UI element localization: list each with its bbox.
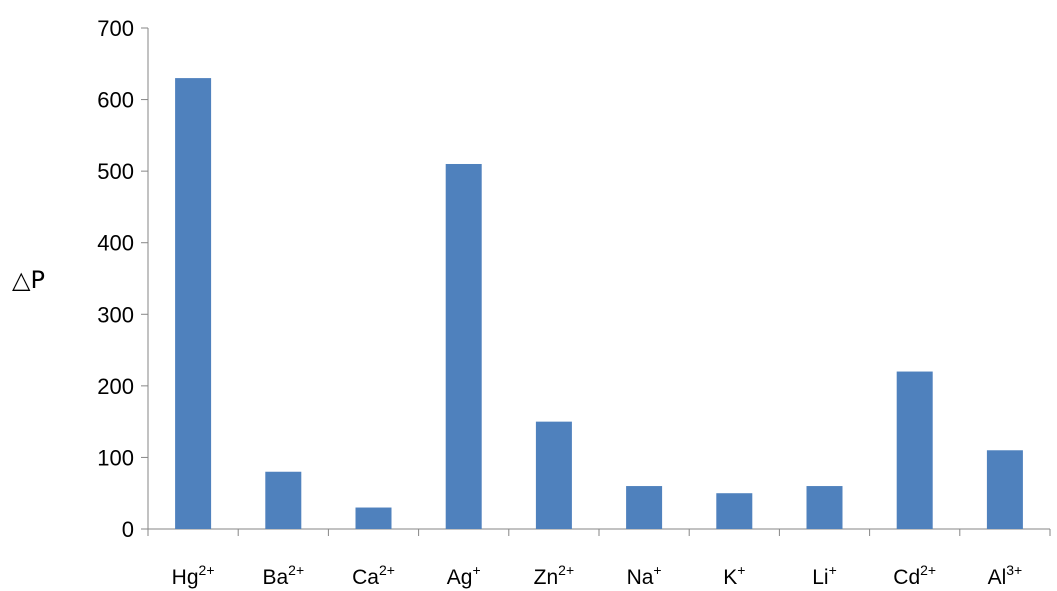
bar xyxy=(175,78,212,529)
y-tick-label: 700 xyxy=(97,16,134,41)
bar xyxy=(265,471,302,529)
y-tick-label: 500 xyxy=(97,159,134,184)
y-tick-label: 300 xyxy=(97,302,134,327)
bar xyxy=(626,486,663,529)
y-tick-label: 400 xyxy=(97,231,134,256)
bar xyxy=(355,507,392,529)
y-tick-label: 600 xyxy=(97,88,134,113)
x-tick-label: Hg2+ xyxy=(172,562,215,589)
y-tick-label: 0 xyxy=(122,517,134,542)
bar xyxy=(716,493,753,529)
y-axis-label: △P xyxy=(12,266,45,294)
x-tick-label: Li+ xyxy=(812,562,837,589)
y-tick-label: 200 xyxy=(97,374,134,399)
bar xyxy=(806,486,843,529)
x-tick-label: Zn2+ xyxy=(534,562,574,589)
bar xyxy=(986,450,1023,529)
bar xyxy=(896,371,933,529)
x-tick-label: Ag+ xyxy=(447,562,481,589)
x-tick-label: Na+ xyxy=(627,562,662,589)
bar xyxy=(535,421,572,529)
y-tick-label: 100 xyxy=(97,445,134,470)
plot-area: 0 100 200 300 400 500 600 700 Hg2+ Ba2+ Ca2+ Ag+ Zn2… xyxy=(97,16,1051,589)
bar xyxy=(445,163,482,529)
x-tick-label: Ca2+ xyxy=(352,562,395,589)
x-tick-label: Al3+ xyxy=(988,562,1023,589)
x-tick-label: K+ xyxy=(723,562,745,589)
x-tick-label: Cd2+ xyxy=(893,562,936,589)
x-tick-label: Ba2+ xyxy=(262,562,304,589)
